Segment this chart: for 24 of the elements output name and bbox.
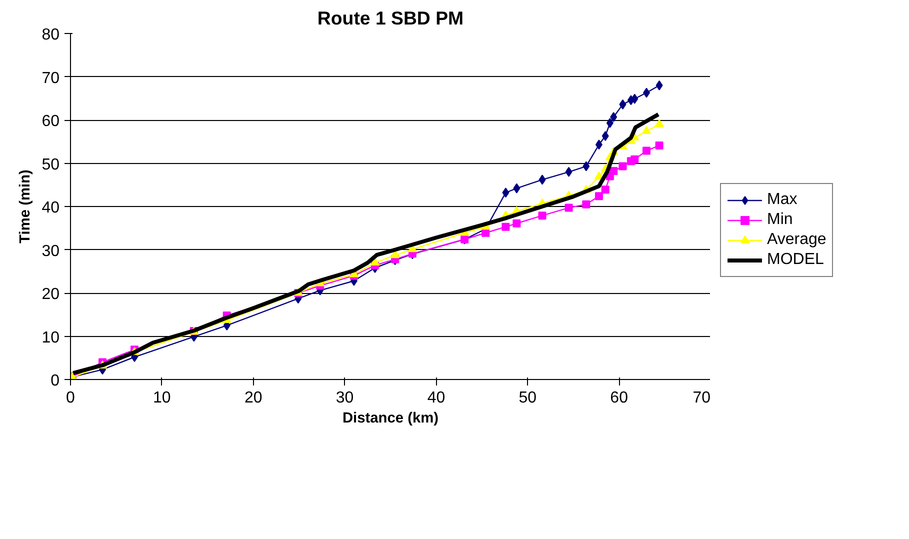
y-tick-label: 10 bbox=[42, 329, 60, 346]
x-tick-label: 20 bbox=[244, 390, 262, 406]
y-tick-label: 80 bbox=[42, 26, 60, 44]
legend-label: Average bbox=[767, 230, 826, 248]
x-tick-label: 70 bbox=[692, 390, 711, 406]
y-tick-label: 60 bbox=[42, 113, 60, 130]
y-tick-label: 70 bbox=[42, 70, 60, 87]
x-tick-label: 60 bbox=[610, 390, 628, 406]
x-tick-label: 50 bbox=[518, 390, 537, 406]
x-tick-label: 10 bbox=[153, 390, 171, 406]
legend-label: Min bbox=[767, 210, 793, 228]
x-axis-title: Distance (km) bbox=[342, 410, 439, 426]
legend-label: Max bbox=[767, 190, 798, 208]
legend-label: MODEL bbox=[767, 250, 824, 268]
x-tick-label: 40 bbox=[427, 390, 446, 406]
y-tick-label: 20 bbox=[42, 286, 60, 303]
x-tick-label: 30 bbox=[336, 390, 354, 406]
chart-title: Route 1 SBD PM bbox=[317, 8, 464, 28]
y-tick-label: 30 bbox=[42, 242, 60, 260]
y-axis-title: Time (min) bbox=[18, 169, 34, 244]
y-tick-label: 0 bbox=[50, 372, 60, 390]
y-tick-label: 50 bbox=[42, 156, 60, 174]
y-tick-label: 40 bbox=[42, 200, 60, 216]
x-tick-label: 0 bbox=[66, 390, 76, 406]
